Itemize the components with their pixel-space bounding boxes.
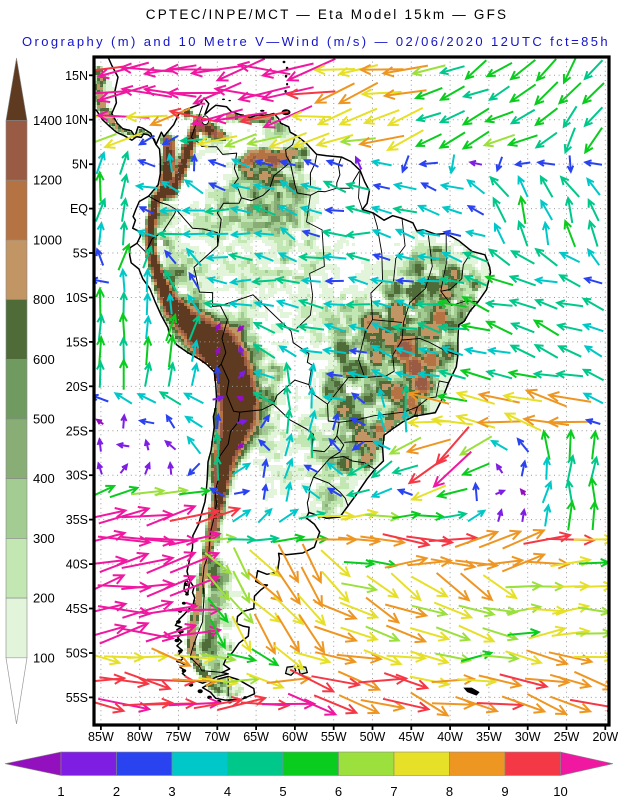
svg-text:EQ: EQ — [70, 202, 88, 216]
svg-text:20S: 20S — [66, 380, 88, 394]
svg-text:100: 100 — [33, 650, 55, 665]
svg-text:5: 5 — [279, 784, 286, 799]
svg-text:80W: 80W — [127, 730, 153, 744]
svg-text:75W: 75W — [166, 730, 192, 744]
svg-text:8: 8 — [446, 784, 453, 799]
svg-text:600: 600 — [33, 352, 55, 367]
svg-text:5N: 5N — [72, 158, 88, 172]
svg-text:55S: 55S — [66, 691, 88, 705]
svg-text:10S: 10S — [66, 291, 88, 305]
svg-text:300: 300 — [33, 531, 55, 546]
svg-text:45W: 45W — [398, 730, 424, 744]
svg-text:60W: 60W — [282, 730, 308, 744]
svg-text:Orography (m) and 10 Metre V—W: Orography (m) and 10 Metre V—Wind (m/s) … — [22, 34, 610, 49]
svg-text:10: 10 — [553, 784, 567, 799]
svg-text:65W: 65W — [243, 730, 269, 744]
svg-text:CPTEC/INPE/MCT — Eta Model 15: CPTEC/INPE/MCT — Eta Model 15km — GFS — [146, 7, 508, 22]
svg-text:7: 7 — [390, 784, 397, 799]
svg-text:1: 1 — [57, 784, 64, 799]
svg-text:40S: 40S — [66, 558, 88, 572]
svg-text:30S: 30S — [66, 469, 88, 483]
svg-text:800: 800 — [33, 292, 55, 307]
svg-text:1400: 1400 — [33, 113, 62, 128]
svg-text:15N: 15N — [65, 69, 88, 83]
svg-text:55W: 55W — [321, 730, 347, 744]
svg-text:15S: 15S — [66, 335, 88, 349]
svg-text:45S: 45S — [66, 602, 88, 616]
svg-text:50S: 50S — [66, 647, 88, 661]
svg-text:35S: 35S — [66, 513, 88, 527]
svg-text:70W: 70W — [204, 730, 230, 744]
svg-text:500: 500 — [33, 412, 55, 427]
svg-text:400: 400 — [33, 471, 55, 486]
svg-text:50W: 50W — [360, 730, 386, 744]
svg-text:1000: 1000 — [33, 232, 62, 247]
svg-text:35W: 35W — [476, 730, 502, 744]
svg-text:3: 3 — [168, 784, 175, 799]
svg-text:6: 6 — [335, 784, 342, 799]
svg-text:30W: 30W — [515, 730, 541, 744]
svg-text:10N: 10N — [65, 113, 88, 127]
svg-text:25W: 25W — [554, 730, 580, 744]
svg-text:9: 9 — [501, 784, 508, 799]
svg-text:200: 200 — [33, 591, 55, 606]
svg-text:40W: 40W — [437, 730, 463, 744]
svg-text:20W: 20W — [592, 730, 618, 744]
svg-text:85W: 85W — [88, 730, 114, 744]
svg-text:5S: 5S — [73, 247, 88, 261]
svg-text:1200: 1200 — [33, 173, 62, 188]
svg-text:4: 4 — [224, 784, 231, 799]
svg-text:2: 2 — [113, 784, 120, 799]
svg-text:25S: 25S — [66, 424, 88, 438]
